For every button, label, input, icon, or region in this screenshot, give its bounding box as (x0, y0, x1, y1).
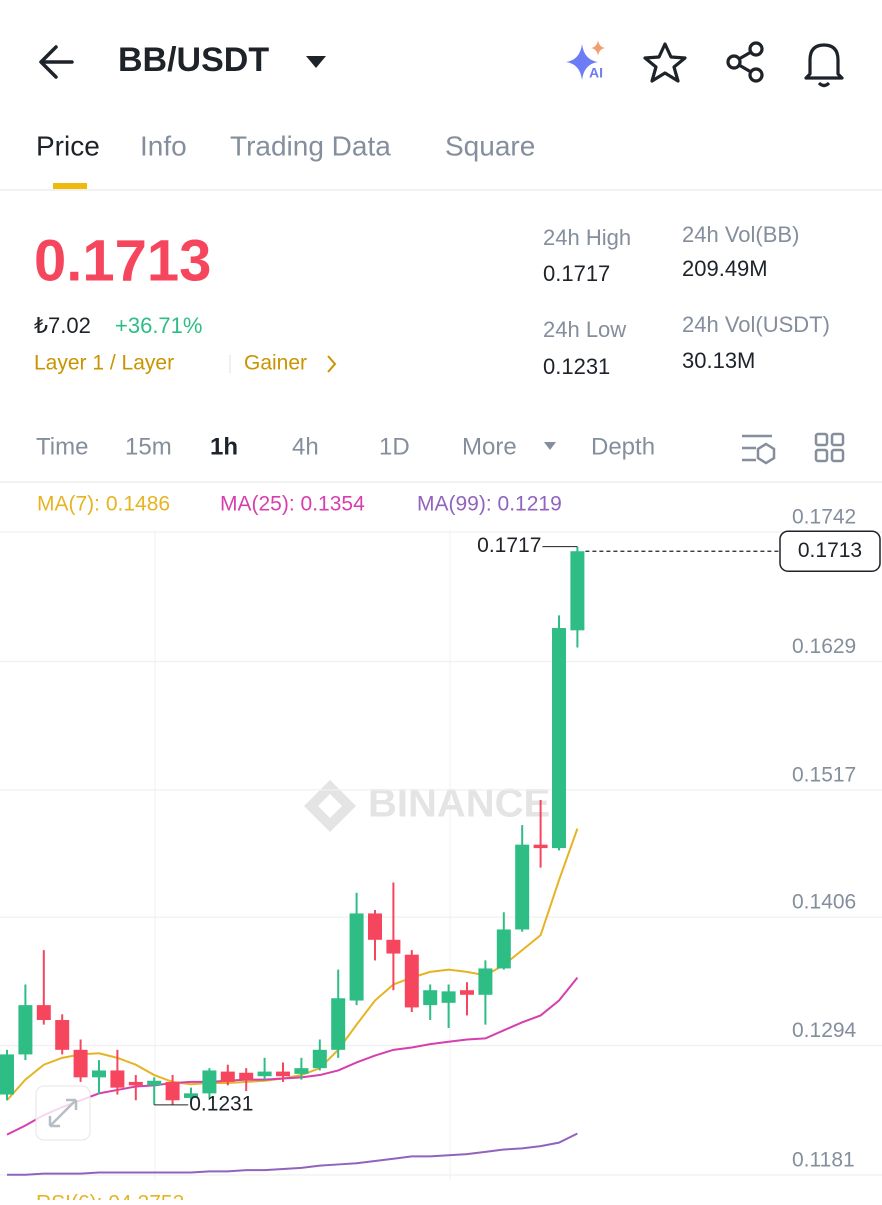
sector-tag[interactable]: Layer 1 / Layer (34, 352, 174, 375)
candle-body (18, 1005, 33, 1055)
candle-body (570, 551, 585, 631)
candle-body (404, 954, 419, 1008)
tab-bar: Price Info Trading Data Square (36, 130, 535, 161)
candle-body (147, 1080, 162, 1086)
last-price-box (779, 530, 881, 572)
fiat-price: ₺7.02 (34, 313, 91, 338)
share-button[interactable] (726, 41, 764, 83)
ma-line (6, 976, 579, 1136)
active-tab-indicator (53, 183, 87, 189)
back-button[interactable] (39, 45, 74, 79)
tab[interactable]: Info (140, 130, 187, 161)
stat-value: 0.1231 (543, 354, 610, 379)
candle-body (368, 913, 382, 940)
candle-body (257, 1071, 272, 1077)
candle-body (239, 1072, 254, 1080)
last-price: 0.1713 (34, 228, 211, 293)
y-tick-label: 0.1406 (792, 891, 856, 914)
ai-button[interactable]: AI (566, 40, 605, 81)
low-label: 0.1231 (189, 1092, 253, 1115)
candle-body (349, 913, 364, 1001)
candle-body (331, 998, 346, 1050)
candle-body (312, 1049, 327, 1069)
stat-label: 24h Low (543, 317, 626, 342)
stat-value: 0.1717 (543, 261, 610, 286)
candle-body (478, 968, 493, 995)
candle-body (73, 1049, 88, 1078)
stat-label: 24h Vol(USDT) (682, 312, 830, 337)
ma-line (7, 1132, 578, 1176)
tag-chevron (327, 355, 337, 373)
candle-body (386, 939, 401, 954)
y-tick-label: 0.1181 (792, 1149, 855, 1172)
interval[interactable]: 1h (210, 433, 238, 460)
pair-title[interactable]: BB/USDT (118, 41, 269, 79)
candle-body (128, 1081, 143, 1086)
stat-value: 209.49M (682, 256, 768, 281)
expand-icon (48, 1098, 78, 1128)
tab[interactable]: Trading Data (230, 130, 391, 161)
watermark-logo (304, 780, 356, 832)
layout-button[interactable] (814, 432, 845, 463)
interval[interactable]: 4h (292, 433, 319, 460)
stat-label: 24h Vol(BB) (682, 222, 799, 247)
legend-entry: MA(7): 0.1486 (37, 493, 170, 516)
candle-body (202, 1070, 217, 1094)
candle-body (423, 990, 438, 1006)
stats: 24h High 0.1717 24h Vol(BB) 209.49M 24h Low 0… (543, 222, 830, 379)
candle-body (92, 1070, 106, 1078)
last-price-label: 0.1713 (798, 539, 862, 562)
legend-entry: MA(25): 0.1354 (220, 493, 365, 516)
candle-body (220, 1071, 235, 1082)
price-change: +36.71% (115, 313, 202, 338)
ma-line (6, 828, 579, 1101)
candle-body (496, 929, 511, 969)
legend-entry: MA(99): 0.1219 (417, 493, 562, 516)
watermark: BINANCE (368, 782, 550, 826)
stat-label: 24h High (543, 225, 631, 250)
y-tick-label: 0.1742 (792, 506, 856, 529)
interval[interactable]: 15m (125, 433, 172, 460)
interval[interactable]: Depth (591, 433, 655, 460)
candle-body (110, 1070, 125, 1088)
svg-text:AI: AI (589, 65, 603, 81)
candle-body (55, 1020, 70, 1050)
chart: 0.1742 0.1629 0.1517 0.1406 0.1294 0.1181 MA(7… (0, 493, 882, 1176)
candle-body (0, 1054, 14, 1095)
high-label: 0.1717 (477, 534, 541, 557)
candle-body (276, 1071, 290, 1077)
gainer-tag[interactable]: Gainer (244, 352, 307, 375)
candle-body (515, 844, 530, 930)
candle-body (165, 1081, 180, 1101)
candle-body (294, 1068, 309, 1074)
indicator-settings[interactable] (742, 434, 776, 465)
interval[interactable]: 1D (379, 433, 410, 460)
alert-button[interactable] (804, 43, 844, 88)
candle-body (552, 628, 566, 849)
candle-body (36, 1005, 51, 1021)
candle-body (441, 991, 456, 1003)
more-caret (544, 442, 556, 450)
rsi-label: RSI(6): 94.2753 (36, 1192, 184, 1200)
stat-value: 30.13M (682, 348, 755, 373)
candle-body (184, 1093, 198, 1098)
interval-bar: Time 15m 1h 4h 1D More Depth (36, 433, 655, 460)
interval[interactable]: More (462, 433, 517, 460)
tab[interactable]: Square (445, 130, 535, 161)
y-tick-label: 0.1629 (792, 635, 856, 658)
favorite-button[interactable] (643, 42, 687, 83)
y-tick-label: 0.1517 (792, 763, 856, 786)
interval[interactable]: Time (36, 433, 88, 460)
candle-body (533, 844, 548, 849)
pair-dropdown[interactable] (306, 56, 326, 68)
y-tick-label: 0.1294 (792, 1019, 857, 1042)
tab[interactable]: Price (36, 130, 100, 161)
candle-body (460, 990, 474, 995)
